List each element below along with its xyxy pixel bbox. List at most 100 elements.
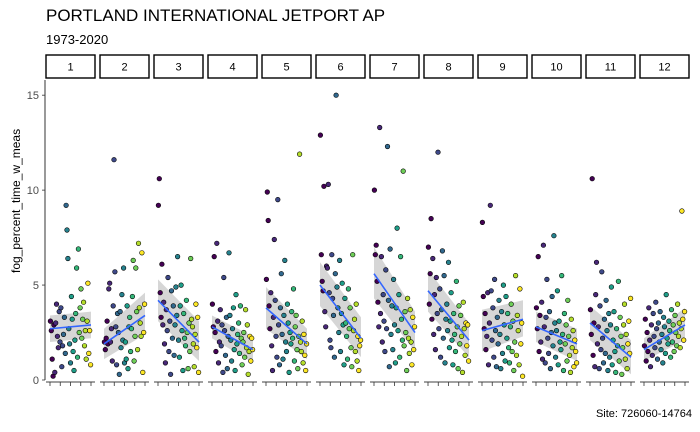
data-point [54, 333, 61, 339]
data-point [676, 320, 682, 326]
data-point [180, 367, 186, 374]
data-point [609, 362, 615, 368]
data-point [663, 292, 669, 298]
confidence-band [374, 247, 415, 352]
data-point [449, 337, 455, 343]
data-point [113, 362, 120, 368]
data-point [453, 278, 460, 284]
data-point [248, 358, 254, 364]
facet-strip [639, 54, 690, 79]
data-point [241, 329, 247, 336]
data-point [183, 297, 189, 303]
data-point [373, 242, 379, 248]
data-point [166, 348, 172, 355]
data-point [189, 324, 196, 330]
facet-strip-label: 11 [605, 62, 616, 74]
data-point [458, 312, 464, 319]
data-point [168, 371, 174, 377]
data-point [588, 331, 594, 338]
data-point [356, 367, 362, 374]
data-point [53, 301, 60, 307]
data-point [86, 350, 92, 357]
data-point [613, 326, 620, 332]
data-point [186, 320, 192, 326]
data-point [412, 324, 418, 330]
data-point [284, 301, 291, 307]
data-point [323, 324, 329, 330]
data-point [271, 236, 277, 243]
data-point [287, 329, 293, 336]
data-point [141, 329, 147, 336]
data-point [648, 322, 655, 328]
data-point [176, 354, 182, 360]
data-point [440, 335, 446, 341]
data-point [456, 303, 462, 309]
data-point [222, 328, 228, 334]
data-point [249, 335, 255, 341]
data-point [608, 284, 615, 290]
data-point [506, 345, 512, 351]
data-point [445, 259, 452, 265]
data-point [55, 345, 61, 351]
data-point [133, 265, 139, 271]
data-point [226, 250, 232, 256]
data-point [660, 314, 667, 320]
data-point [437, 286, 443, 292]
data-point [401, 343, 407, 349]
data-point [564, 358, 570, 364]
data-point [350, 252, 356, 258]
data-point [514, 312, 520, 319]
data-point [592, 364, 598, 370]
data-point [429, 316, 435, 322]
data-point [601, 316, 608, 322]
data-point [295, 366, 301, 372]
data-point [573, 360, 580, 366]
data-point [357, 343, 363, 349]
data-point [288, 341, 294, 347]
data-point [178, 282, 184, 288]
data-point [66, 341, 73, 347]
data-point [140, 369, 146, 376]
data-point [277, 305, 284, 311]
data-point [104, 318, 110, 324]
data-point [179, 328, 185, 334]
data-point [495, 341, 501, 347]
data-point [209, 301, 215, 307]
data-point [229, 326, 236, 332]
data-point [410, 314, 416, 320]
data-point [377, 124, 383, 131]
facet-panel-8: 8 [423, 54, 474, 386]
data-point [175, 254, 181, 260]
data-point [129, 293, 135, 300]
data-point [189, 316, 195, 322]
data-point [550, 343, 556, 349]
data-point [191, 364, 197, 370]
data-point [380, 292, 386, 298]
data-point [299, 318, 305, 324]
data-point [120, 265, 127, 271]
data-point [547, 366, 554, 372]
facet-panel-2: 2 [99, 54, 150, 386]
data-point [157, 290, 163, 296]
data-point [626, 318, 632, 324]
data-point [49, 356, 55, 362]
data-point [172, 322, 178, 328]
data-point [457, 341, 463, 347]
data-point [283, 339, 289, 345]
data-point [231, 347, 237, 353]
facet-panel-7: 7 [369, 54, 420, 386]
data-point [670, 322, 676, 328]
data-point [618, 333, 624, 339]
data-point [599, 335, 606, 341]
data-point [675, 333, 682, 339]
data-point [395, 328, 401, 334]
data-point [665, 341, 671, 347]
data-point [496, 297, 502, 303]
data-point [221, 274, 227, 281]
data-point [533, 305, 540, 311]
data-point [390, 347, 396, 353]
data-point [245, 371, 251, 377]
data-point [599, 269, 605, 275]
data-point [680, 316, 686, 322]
